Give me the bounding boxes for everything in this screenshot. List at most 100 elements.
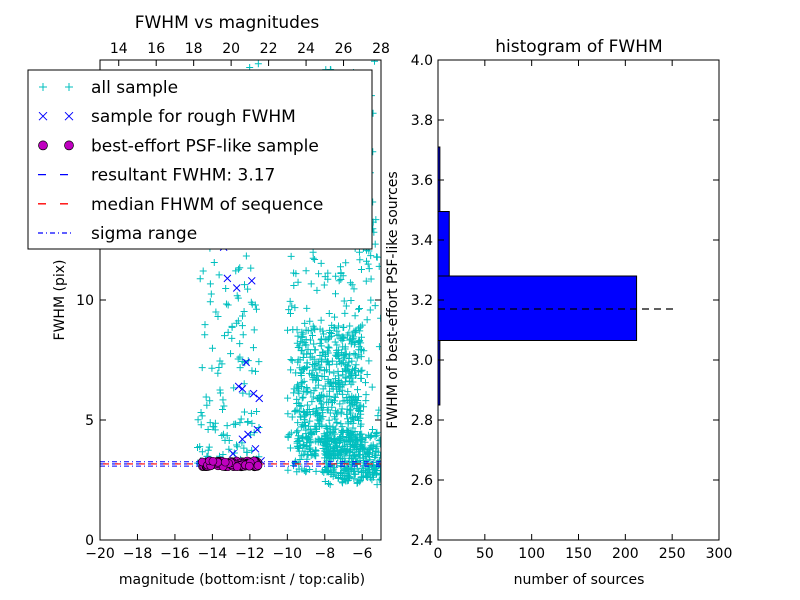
- legend-circle-icon: [64, 140, 74, 151]
- all-sample-point: [329, 445, 337, 453]
- all-sample-point: [343, 394, 351, 402]
- histogram-x-tick-label: 150: [565, 546, 592, 562]
- all-sample-point: [323, 392, 331, 400]
- all-sample-point: [317, 335, 325, 343]
- all-sample-point: [239, 331, 247, 339]
- scatter-axes: −20 −18 −16 −14 −12 −10 −8 −6 0 5 10 14 16 18 20 22 24 26…: [76, 41, 390, 562]
- all-sample-point: [288, 357, 296, 365]
- all-sample-point: [331, 447, 339, 455]
- scatter-panel: −20 −18 −16 −14 −12 −10 −8 −6 0 5 10 14 16 18 20 22 24 26…: [27, 13, 390, 588]
- all-sample-point: [298, 394, 306, 402]
- all-sample-point: [222, 300, 230, 308]
- scatter-ylabel: FWHM (pix): [52, 260, 68, 341]
- all-sample-point: [345, 377, 353, 385]
- all-sample-point: [309, 248, 317, 256]
- all-sample-point: [311, 256, 319, 264]
- all-sample-point: [299, 330, 307, 338]
- all-sample-point: [333, 341, 341, 349]
- all-sample-point: [365, 469, 373, 477]
- legend-x-icon: [38, 111, 48, 121]
- all-sample-point: [318, 372, 326, 380]
- all-sample-point: [327, 450, 335, 458]
- all-sample-point: [371, 432, 379, 440]
- all-sample-point: [233, 441, 241, 449]
- all-sample-point: [222, 284, 230, 292]
- all-sample-point: [366, 306, 374, 314]
- all-sample-point: [298, 378, 306, 386]
- all-sample-point: [337, 276, 345, 284]
- scatter-x-tick-label: −8: [314, 546, 335, 562]
- all-sample-point: [313, 409, 321, 417]
- all-sample-point: [336, 437, 344, 445]
- all-sample-point: [230, 384, 238, 392]
- all-sample-point: [328, 403, 336, 411]
- all-sample-point: [239, 389, 247, 397]
- all-sample-point: [327, 379, 335, 387]
- histogram-y-tick-label: 3.0: [411, 353, 433, 369]
- all-sample-point: [313, 286, 321, 294]
- all-sample-point: [290, 282, 298, 290]
- all-sample-point: [228, 323, 236, 331]
- all-sample-point: [293, 437, 301, 445]
- all-sample-point: [342, 259, 350, 267]
- all-sample-point: [294, 387, 302, 395]
- all-sample-point: [317, 363, 325, 371]
- all-sample-point: [328, 430, 336, 438]
- all-sample-point: [338, 381, 346, 389]
- all-sample-point: [197, 409, 205, 417]
- all-sample-point: [300, 422, 308, 430]
- legend-box: [27, 69, 373, 250]
- all-sample-point: [196, 275, 204, 283]
- rough-sample-point: [244, 430, 252, 439]
- legend-entry: sigma range: [38, 224, 197, 244]
- all-sample-point: [357, 367, 365, 375]
- all-sample-point: [284, 410, 292, 418]
- all-sample-point: [284, 326, 292, 334]
- all-sample-point: [312, 425, 320, 433]
- all-sample-point: [240, 408, 248, 416]
- all-sample-point: [309, 254, 317, 262]
- all-sample-point: [209, 423, 217, 431]
- scatter-top-tick-label: 22: [260, 41, 278, 57]
- all-sample-point: [308, 398, 316, 406]
- all-sample-point: [325, 455, 333, 463]
- all-sample-point: [362, 391, 370, 399]
- all-sample-point: [218, 432, 226, 440]
- all-sample-point: [355, 337, 363, 345]
- all-sample-point: [358, 345, 366, 353]
- all-sample-point: [311, 422, 319, 430]
- all-sample-point: [354, 447, 362, 455]
- all-sample-point: [375, 343, 381, 351]
- all-sample-point: [311, 362, 319, 370]
- all-sample-point: [339, 397, 347, 405]
- all-sample-point: [293, 400, 301, 408]
- all-sample-point: [307, 327, 315, 335]
- all-sample-point: [198, 412, 206, 420]
- histogram-x-tick-label: 0: [434, 546, 443, 562]
- psf-sample-point: [253, 461, 263, 470]
- all-sample-point: [339, 390, 347, 398]
- all-sample-point: [339, 368, 347, 376]
- rough-sample-point: [247, 276, 256, 285]
- all-sample-point: [248, 419, 256, 427]
- all-sample-point: [368, 383, 376, 391]
- all-sample-point: [287, 366, 295, 374]
- all-sample-point: [351, 312, 359, 320]
- all-sample-point: [323, 433, 331, 441]
- all-sample-point: [220, 332, 228, 340]
- all-sample-point: [342, 477, 350, 485]
- histogram-plot-area: [437, 146, 677, 406]
- all-sample-point: [333, 360, 341, 368]
- all-sample-point: [350, 366, 358, 374]
- all-sample-point: [363, 449, 371, 457]
- all-sample-point: [308, 331, 316, 339]
- all-sample-point: [198, 448, 206, 456]
- all-sample-point: [236, 353, 244, 361]
- all-sample-point: [357, 374, 365, 382]
- all-sample-point: [317, 316, 325, 324]
- all-sample-point: [318, 357, 326, 365]
- all-sample-point: [219, 430, 227, 438]
- all-sample-point: [318, 421, 326, 429]
- scatter-xlabel: magnitude (bottom:isnt / top:calib): [119, 572, 365, 588]
- all-sample-point: [331, 378, 339, 386]
